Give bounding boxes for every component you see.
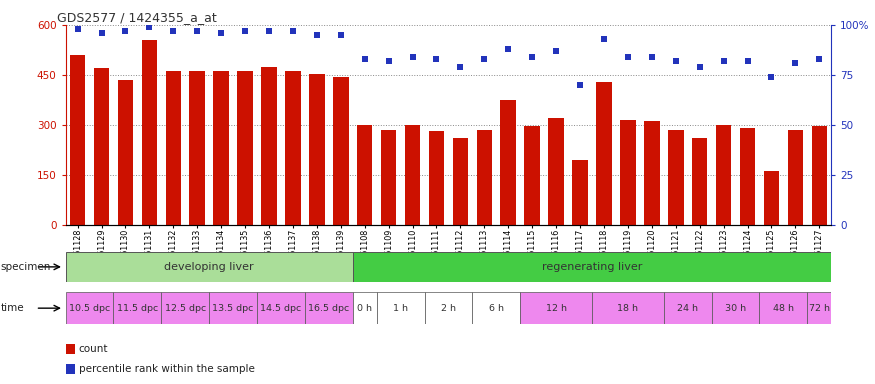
Bar <box>214 71 229 225</box>
Bar <box>424 292 473 324</box>
Bar <box>405 125 420 225</box>
Bar <box>381 130 396 225</box>
Text: 18 h: 18 h <box>618 304 639 313</box>
Bar <box>376 292 424 324</box>
Text: count: count <box>79 344 108 354</box>
Text: 11.5 dpc: 11.5 dpc <box>116 304 158 313</box>
Bar <box>811 126 827 225</box>
Bar <box>473 292 521 324</box>
Bar <box>524 126 540 225</box>
Text: 1 h: 1 h <box>393 304 408 313</box>
Text: 30 h: 30 h <box>725 304 746 313</box>
Bar <box>500 100 516 225</box>
Bar <box>572 160 588 225</box>
Bar <box>357 125 373 225</box>
Bar <box>692 138 707 225</box>
Text: specimen: specimen <box>1 262 52 272</box>
Bar <box>285 71 301 225</box>
Bar <box>304 292 353 324</box>
Bar <box>237 71 253 225</box>
Bar <box>209 292 257 324</box>
Text: 6 h: 6 h <box>489 304 504 313</box>
Bar <box>716 125 732 225</box>
Bar <box>592 292 664 324</box>
Bar <box>309 74 325 225</box>
Bar <box>114 292 161 324</box>
Bar <box>596 81 612 225</box>
Bar <box>429 131 444 225</box>
Bar <box>161 292 209 324</box>
Bar <box>549 118 564 225</box>
Text: time: time <box>1 303 24 313</box>
Text: 16.5 dpc: 16.5 dpc <box>308 304 349 313</box>
Text: 48 h: 48 h <box>773 304 794 313</box>
Bar <box>808 292 831 324</box>
Text: 2 h: 2 h <box>441 304 456 313</box>
Bar <box>452 138 468 225</box>
Bar <box>644 121 660 225</box>
Bar <box>620 120 635 225</box>
Bar <box>70 55 86 225</box>
Bar <box>664 292 711 324</box>
Bar <box>165 71 181 225</box>
Text: developing liver: developing liver <box>164 262 254 272</box>
Text: 24 h: 24 h <box>677 304 698 313</box>
Text: 10.5 dpc: 10.5 dpc <box>69 304 110 313</box>
Bar <box>353 252 831 282</box>
Bar <box>262 66 276 225</box>
Bar <box>257 292 304 324</box>
Text: GDS2577 / 1424355_a_at: GDS2577 / 1424355_a_at <box>57 12 217 25</box>
Text: 72 h: 72 h <box>808 304 829 313</box>
Bar <box>333 76 348 225</box>
Bar <box>711 292 760 324</box>
Bar <box>142 40 158 225</box>
Bar <box>66 252 353 282</box>
Text: 13.5 dpc: 13.5 dpc <box>213 304 254 313</box>
Text: 14.5 dpc: 14.5 dpc <box>261 304 302 313</box>
Text: percentile rank within the sample: percentile rank within the sample <box>79 364 255 374</box>
Text: regenerating liver: regenerating liver <box>542 262 642 272</box>
Bar <box>764 171 780 225</box>
Bar <box>668 130 683 225</box>
Bar <box>739 128 755 225</box>
Bar <box>94 68 109 225</box>
Text: 12.5 dpc: 12.5 dpc <box>164 304 206 313</box>
Bar <box>117 80 133 225</box>
Bar <box>190 71 205 225</box>
Bar <box>477 130 492 225</box>
Text: 0 h: 0 h <box>357 304 372 313</box>
Bar <box>760 292 808 324</box>
Bar <box>66 292 114 324</box>
Bar <box>521 292 592 324</box>
Bar <box>788 130 803 225</box>
Text: 12 h: 12 h <box>546 304 567 313</box>
Bar <box>353 292 376 324</box>
